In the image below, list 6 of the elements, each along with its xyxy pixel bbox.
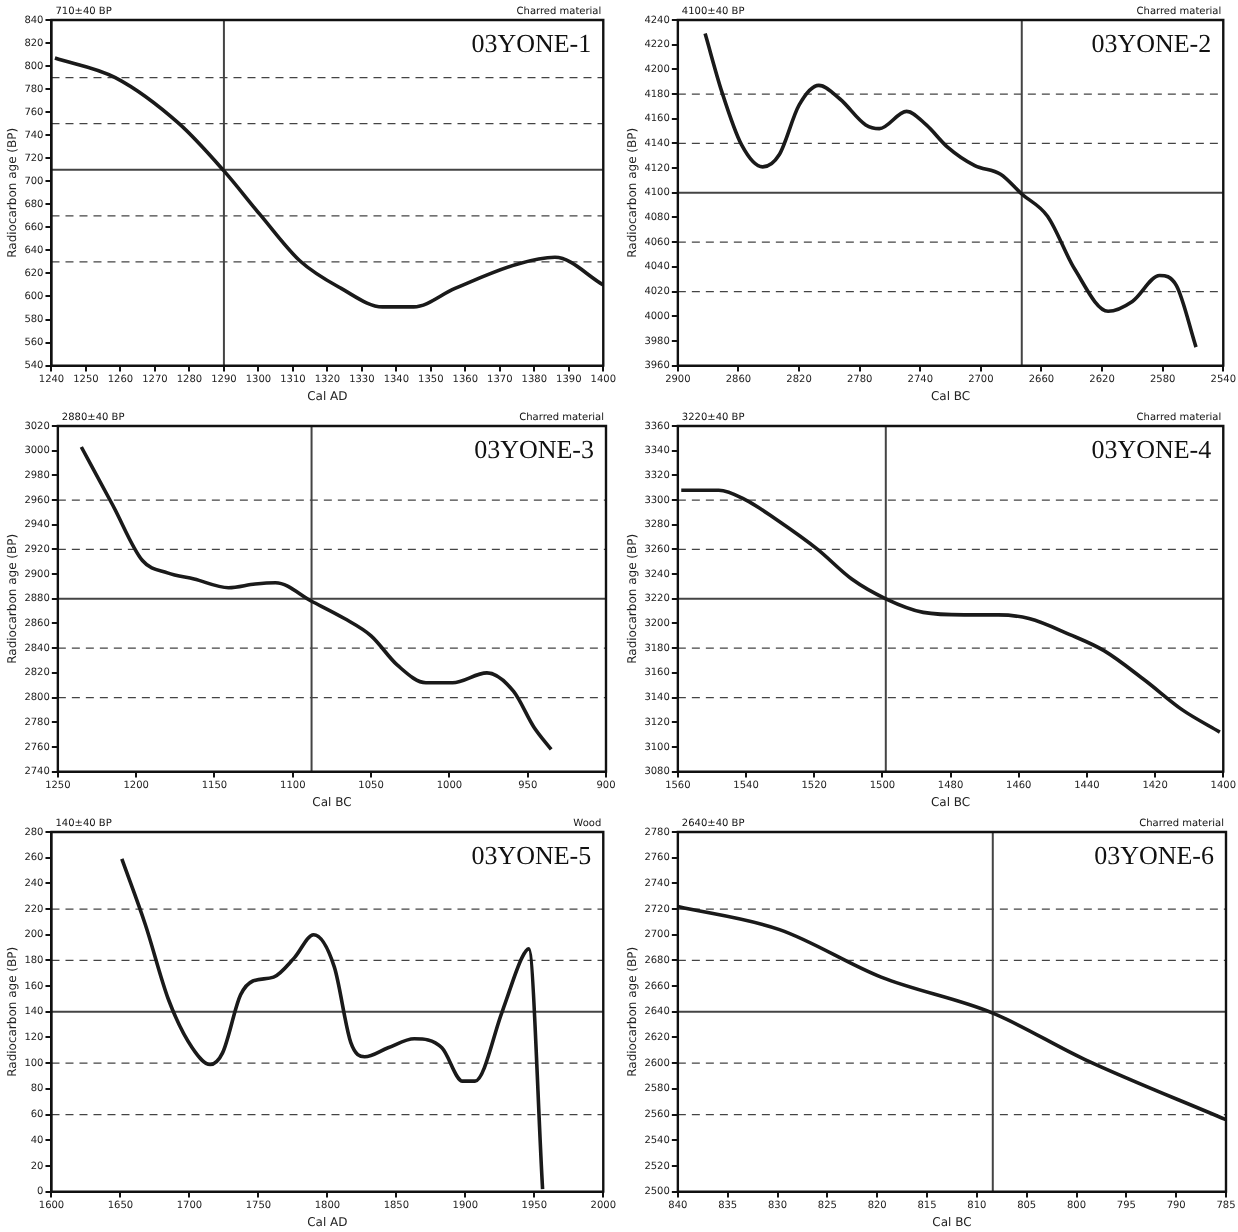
chart-title: 03YONE-3 — [474, 433, 594, 464]
chart-title: 03YONE-1 — [471, 27, 592, 58]
chart-title: 03YONE-5 — [471, 839, 592, 870]
chart-title: 03YONE-4 — [1091, 433, 1213, 464]
chart-title: 03YONE-2 — [1091, 27, 1212, 58]
chart-title: 03YONE-6 — [1094, 839, 1215, 870]
